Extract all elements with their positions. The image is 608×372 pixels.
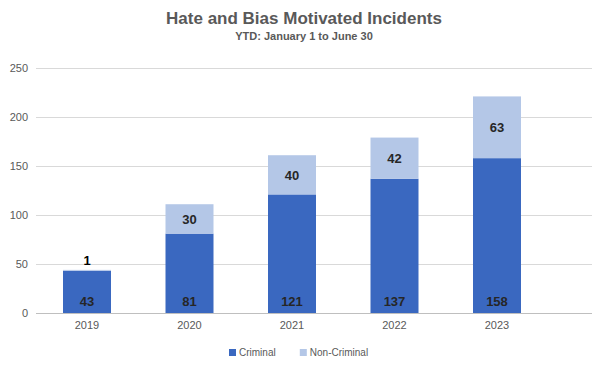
legend-swatch: [300, 349, 307, 356]
legend-swatch: [229, 349, 236, 356]
bar: [473, 158, 521, 313]
subtitle: YTD: January 1 to June 30: [235, 30, 373, 42]
chart-container: Hate and Bias Motivated Incidents YTD: Ja…: [0, 0, 608, 372]
data-label: 40: [285, 168, 299, 183]
grid-line: [36, 68, 592, 69]
bar: [166, 234, 214, 313]
y-tick-label: 100: [10, 209, 28, 221]
bar: [268, 155, 316, 194]
bar: [63, 269, 111, 271]
data-label: 63: [490, 120, 504, 135]
data-label: 137: [384, 294, 406, 309]
y-tick-label: 200: [10, 111, 28, 123]
bar: [473, 96, 521, 158]
bar: [166, 204, 214, 233]
data-label: 43: [80, 294, 94, 309]
x-tick-label: 2020: [177, 319, 201, 331]
x-tick-label: 2021: [280, 319, 304, 331]
legend: Criminal Non-Criminal: [229, 347, 368, 358]
x-tick-label: 2022: [382, 319, 406, 331]
data-label: 1: [83, 253, 90, 268]
x-tick-label: 2019: [75, 319, 99, 331]
y-tick-label: 50: [16, 258, 28, 270]
data-label: 121: [281, 294, 303, 309]
chart-svg: Hate and Bias Motivated Incidents YTD: Ja…: [0, 0, 608, 372]
x-tick-label: 2023: [485, 319, 509, 331]
bar: [371, 138, 419, 179]
bar: [268, 194, 316, 313]
y-tick-label: 150: [10, 160, 28, 172]
data-label: 158: [486, 294, 508, 309]
y-tick-label: 0: [22, 307, 28, 319]
legend-label: Non-Criminal: [310, 347, 368, 358]
data-label: 42: [387, 151, 401, 166]
data-label: 30: [182, 212, 196, 227]
y-tick-label: 250: [10, 62, 28, 74]
data-label: 81: [182, 294, 196, 309]
bar: [371, 179, 419, 313]
legend-label: Criminal: [239, 347, 276, 358]
data-labels: 43 1 81 30 121 40 137 42 158 63: [80, 120, 508, 309]
title: Hate and Bias Motivated Incidents: [166, 9, 442, 28]
bar: [63, 271, 111, 313]
bars: [63, 96, 521, 313]
